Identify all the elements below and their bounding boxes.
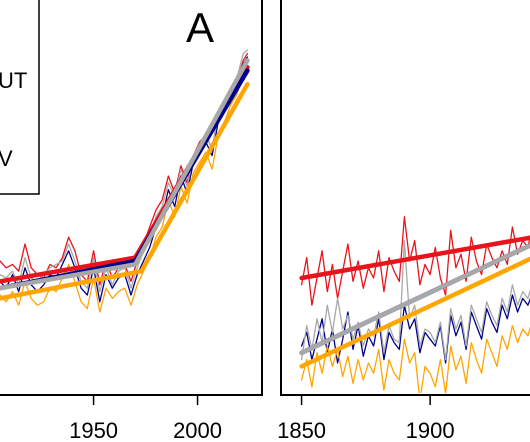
panel-b-x-axis: 1850 1900 xyxy=(277,395,455,442)
panel-a-trend-line-gray-6 xyxy=(0,58,250,291)
panel-b-frame xyxy=(280,0,530,396)
legend-entry-2: V xyxy=(0,146,13,171)
panel-b-series xyxy=(299,216,530,393)
panel-a-legend: UT V xyxy=(0,0,40,195)
panel-b-trend-line-orange-7 xyxy=(299,256,530,369)
panel-b-trend-line-gray-6 xyxy=(299,242,530,356)
panel-b: 1850 1900 xyxy=(277,0,530,442)
panel-a-x-tick-label-2000: 2000 xyxy=(173,418,222,442)
panel-label-a: A xyxy=(186,4,214,51)
panel-a-series xyxy=(0,49,250,313)
panel-a-x-axis: 1950 2000 xyxy=(69,395,222,442)
panel-b-x-tick-label-1900: 1900 xyxy=(406,418,455,442)
panel-b-x-tick-label-1850: 1850 xyxy=(277,418,326,442)
panel-a-trend-line-orange-7 xyxy=(0,81,250,301)
panel-a-frame xyxy=(0,0,263,396)
legend-box xyxy=(0,0,40,195)
panel-a: UT V A 1950 2000 xyxy=(0,0,263,442)
panel-b-thin-line-navy-1 xyxy=(300,294,530,364)
panel-b-thin-line-gray-2 xyxy=(300,239,530,361)
panel-b-thin-line-orange-3 xyxy=(300,324,530,393)
legend-entry-1: UT xyxy=(0,68,27,93)
panel-a-x-tick-label-1950: 1950 xyxy=(69,418,118,442)
panel-b-trend-line-red-4 xyxy=(299,235,530,281)
